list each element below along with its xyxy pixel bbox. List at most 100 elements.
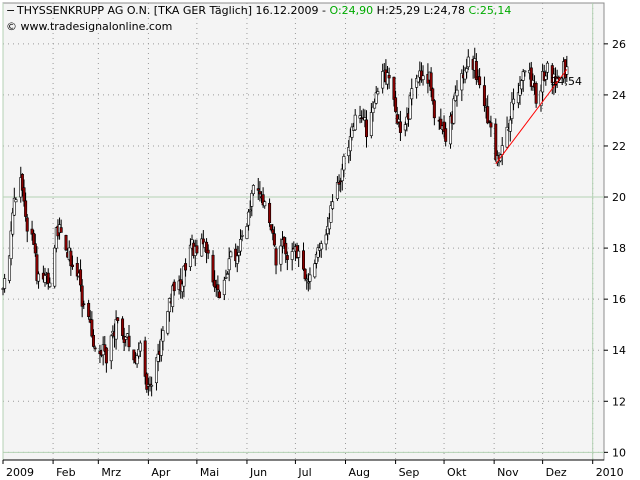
candle-body xyxy=(313,263,317,278)
candle-body xyxy=(166,311,170,334)
candle xyxy=(392,76,396,107)
candle xyxy=(508,115,512,142)
y-tick-label: 10 xyxy=(612,446,626,459)
candle xyxy=(510,92,514,124)
candle xyxy=(534,81,538,108)
candle-body xyxy=(116,317,120,322)
candle-body xyxy=(161,330,165,342)
candle xyxy=(410,78,414,106)
candle-body xyxy=(33,243,37,254)
candle-body xyxy=(167,298,171,313)
candle xyxy=(224,269,228,280)
candle xyxy=(482,76,486,112)
candle-body xyxy=(371,106,375,113)
candle-body xyxy=(235,255,239,264)
candle xyxy=(545,61,549,80)
candlestick-series xyxy=(1,47,569,397)
candle-body xyxy=(394,97,398,112)
candle xyxy=(290,242,294,271)
candle xyxy=(167,297,171,322)
y-tick-label: 14 xyxy=(612,344,626,357)
candle-body xyxy=(541,71,545,93)
candle xyxy=(284,237,288,263)
candle xyxy=(251,184,255,196)
candle-body xyxy=(263,201,267,207)
candle-body xyxy=(159,338,163,356)
candle xyxy=(116,317,120,324)
candle xyxy=(394,90,398,113)
candle xyxy=(11,207,15,237)
candle-body xyxy=(466,56,470,68)
candle-body xyxy=(226,273,230,275)
candle-body xyxy=(340,168,344,182)
candle-body xyxy=(143,340,147,377)
instrument-label: THYSSENKRUPP AG O.N. [TKA GER Täglich] 1… xyxy=(16,4,326,17)
candle xyxy=(9,221,13,266)
candle-body xyxy=(439,118,443,129)
candle-body xyxy=(258,191,262,195)
candle xyxy=(227,247,231,282)
x-tick-label: Mai xyxy=(200,466,219,479)
candle-body xyxy=(104,347,108,364)
candle xyxy=(14,197,18,203)
candle xyxy=(376,87,380,95)
candle xyxy=(93,345,97,352)
ohlc-high: H:25,29 xyxy=(377,4,420,17)
candle-body xyxy=(387,74,391,79)
candle-body xyxy=(297,250,301,258)
ohlc-low: L:24,78 xyxy=(424,4,465,17)
candle xyxy=(429,67,433,98)
candle-body xyxy=(79,269,83,286)
candle xyxy=(505,116,509,149)
candle-body xyxy=(245,226,249,239)
candle-body xyxy=(376,91,380,95)
candle-body xyxy=(25,217,29,232)
source-credit: © www.tradesignalonline.com xyxy=(6,20,172,33)
candle xyxy=(523,70,527,77)
candle-body xyxy=(348,136,352,152)
candle xyxy=(211,250,215,286)
candle-body xyxy=(432,100,436,119)
candle xyxy=(12,187,16,217)
candle-body xyxy=(478,76,482,86)
candle xyxy=(250,189,254,217)
candle xyxy=(200,233,204,257)
candle xyxy=(53,244,57,289)
candle-body xyxy=(80,285,84,307)
collapse-icon[interactable]: − xyxy=(6,4,15,17)
candle-body xyxy=(217,291,221,299)
candle-body xyxy=(381,71,385,89)
candle xyxy=(91,329,95,348)
candle-body xyxy=(195,245,199,254)
candle-body xyxy=(429,72,433,91)
candle xyxy=(365,110,369,148)
x-tick-label: Dez xyxy=(546,466,567,479)
x-tick-label: Apr xyxy=(151,466,171,479)
candle-body xyxy=(510,101,514,119)
candle xyxy=(369,102,373,139)
candle-body xyxy=(70,264,74,267)
candle-body xyxy=(465,68,469,73)
candle xyxy=(82,300,86,310)
candle-body xyxy=(303,268,307,280)
candle-body xyxy=(268,202,272,224)
candle-body xyxy=(240,235,244,237)
y-tick-label: 18 xyxy=(612,242,626,255)
candle xyxy=(25,214,29,243)
candle-body xyxy=(500,145,504,155)
candle-body xyxy=(403,124,407,131)
candle xyxy=(3,273,7,293)
candle-body xyxy=(91,334,95,347)
candle-body xyxy=(305,278,309,281)
candle xyxy=(263,200,267,209)
candle-body xyxy=(520,80,524,90)
plot-area xyxy=(2,2,605,461)
candle-body xyxy=(329,205,333,223)
candle xyxy=(245,223,249,240)
candle-body xyxy=(48,282,52,287)
candle-body xyxy=(284,242,288,255)
candle xyxy=(444,122,448,147)
ohlc-open: O:24,90 xyxy=(330,4,374,17)
trendline[interactable] xyxy=(495,69,568,165)
